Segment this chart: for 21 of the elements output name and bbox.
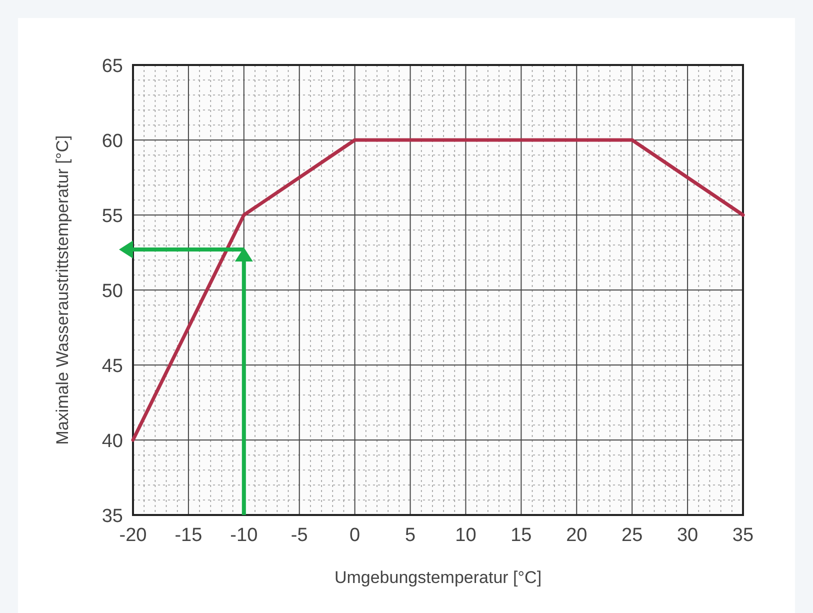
x-tick-label: -10 (230, 525, 258, 546)
y-tick-label: 65 (102, 56, 123, 77)
x-tick-label: 25 (622, 525, 643, 546)
x-tick-label: -15 (174, 525, 202, 546)
x-tick-label: 20 (566, 525, 588, 546)
y-tick-label: 40 (102, 431, 123, 452)
y-tick-label: 50 (102, 281, 123, 302)
x-tick-label: 30 (676, 525, 698, 546)
x-axis-title: Umgebungstemperatur [°C] (334, 568, 542, 587)
x-tick-label: 15 (510, 525, 532, 546)
x-tick-label: 35 (732, 525, 754, 546)
y-axis-title: Maximale Wasseraustrittstemperatur [°C] (53, 135, 72, 445)
x-tick-label: 5 (404, 525, 416, 546)
x-tick-label: 0 (350, 525, 360, 546)
x-tick-label: -20 (119, 525, 147, 546)
y-tick-label: 55 (102, 206, 123, 227)
y-tick-label: 60 (102, 131, 123, 152)
x-tick-label: 10 (455, 525, 476, 546)
y-tick-label: 45 (102, 356, 123, 377)
x-tick-label: -5 (290, 525, 308, 546)
y-tick-label: 35 (102, 506, 123, 527)
